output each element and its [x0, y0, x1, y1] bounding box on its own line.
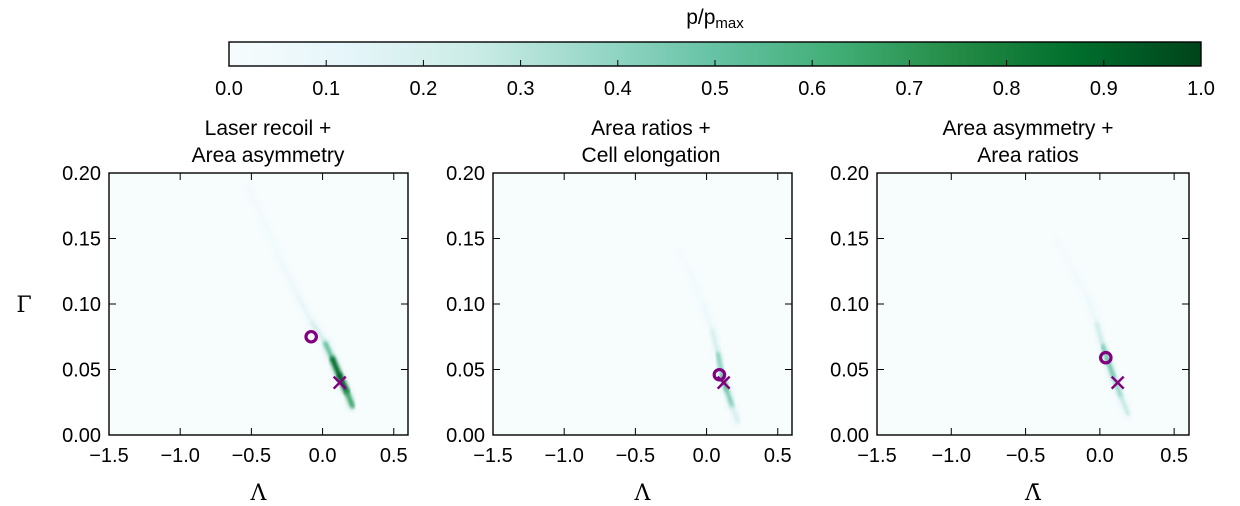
x-tick-label: 0.0	[693, 445, 721, 467]
density-ridge-segment	[1095, 322, 1105, 348]
y-tick-label: 0.05	[446, 360, 485, 382]
colorbar-label: p/pmax	[686, 6, 744, 32]
density-ridge-segment	[311, 322, 327, 345]
density-ridge-segment	[247, 185, 267, 227]
colorbar-tick-label: 0.0	[215, 78, 243, 100]
y-tick-label: 0.15	[62, 229, 101, 251]
colorbar-tick-label: 0.5	[701, 78, 729, 100]
colorbar-tick-label: 0.2	[409, 78, 437, 100]
x-tick-label: 0.0	[1086, 445, 1114, 467]
y-tick-label: 0.00	[62, 425, 101, 447]
density-ridge-segment	[344, 389, 355, 409]
colorbar-ticks: 0.0 0.1 0.2 0.3 0.4 0.5 0.6 0.7 0.8 0.9 1.0	[215, 60, 1215, 100]
panel-title-line: Cell elongation	[582, 144, 721, 167]
estimate-circle-marker	[1099, 350, 1113, 365]
y-tick-label: 0.20	[830, 163, 869, 185]
x-axis-label: Λ	[634, 481, 652, 506]
colorbar-tick-label: 0.3	[507, 78, 535, 100]
colorbar-tick-label: 1.0	[1187, 78, 1215, 100]
y-tick-label: 0.00	[830, 425, 869, 447]
x-tick-label: −0.5	[1006, 445, 1045, 467]
y-tick-label: 0.10	[830, 294, 869, 316]
density-map	[674, 248, 742, 426]
density-ridge-segment	[677, 250, 694, 279]
density-ridge-segment	[1086, 296, 1098, 325]
density-ridge-segment	[724, 387, 735, 408]
x-tick-label: −1.0	[544, 445, 583, 467]
y-axis-label: Γ	[16, 293, 31, 318]
density-ridge-segment	[336, 373, 350, 395]
colorbar-tick-label: 0.8	[993, 78, 1021, 100]
density-ridge-segment	[1072, 270, 1089, 299]
colorbar: p/pmax 0.0 0.1 0.2 0.3 0.4 0.5 0.6 0.7 0.8 0.9 1.0	[215, 6, 1215, 100]
panel-title-line: Area ratios +	[591, 117, 711, 140]
y-tick-label: 0.15	[446, 229, 485, 251]
density-ridge-segment	[730, 404, 740, 424]
density-ridge-segment	[710, 328, 720, 356]
x-tick-label: 0.5	[380, 445, 408, 467]
colorbar-tick-label: 0.7	[895, 78, 923, 100]
density-ridge-segment	[716, 352, 724, 378]
x-tick-label: −0.5	[232, 445, 271, 467]
x-tick-label: −1.0	[160, 445, 199, 467]
plot-area	[493, 173, 792, 435]
x-tick-label: −1.5	[473, 445, 512, 467]
colorbar-tick-label: 0.1	[312, 78, 340, 100]
true-value-cross-marker	[716, 375, 731, 390]
density-ridge-segment	[281, 263, 300, 299]
plot-area	[877, 173, 1189, 435]
colorbar-tick-label: 0.9	[1090, 78, 1118, 100]
y-tick-label: 0.05	[830, 360, 869, 382]
x-tick-label: −0.5	[616, 445, 655, 467]
true-value-cross-marker	[332, 375, 347, 390]
x-tick-label: −1.5	[89, 445, 128, 467]
density-ridge-segment	[1119, 394, 1130, 416]
x-tick-label: 0.5	[764, 445, 792, 467]
estimate-circle-marker	[304, 329, 318, 344]
x-tick-label: −1.5	[857, 445, 896, 467]
x-axis-label: Λ̄	[1024, 481, 1042, 506]
y-tick-label: 0.00	[446, 425, 485, 447]
y-tick-label: 0.20	[446, 163, 485, 185]
density-ridge-segment	[702, 302, 714, 332]
density-map	[245, 182, 356, 410]
panel-area-asymmetry-area-ratios: Area asymmetry + Area ratios −1.5 −1.0 −0.5 0…	[830, 117, 1190, 506]
density-ridge-segment	[323, 341, 335, 362]
density-ridge-segment	[329, 356, 343, 379]
panel-title-line: Area ratios	[977, 144, 1079, 167]
density-ridge-segment	[297, 296, 314, 325]
y-tick-label: 0.10	[446, 294, 485, 316]
y-tick-label: 0.05	[62, 360, 101, 382]
density-ridge-segment	[1054, 237, 1074, 273]
colorbar-tick-label: 0.4	[604, 78, 632, 100]
x-tick-label: 0.5	[1160, 445, 1188, 467]
panel-area-ratios-cell-elongation: Area ratios + Cell elongation −1.5 −1.0 −0.5…	[446, 117, 793, 506]
density-ridge-segment	[264, 224, 284, 266]
x-tick-label: −1.0	[932, 445, 971, 467]
panel-title-line: Area asymmetry	[192, 144, 345, 167]
density-ridge-segment	[691, 276, 705, 305]
y-tick-label: 0.20	[62, 163, 101, 185]
y-tick-label: 0.15	[830, 229, 869, 251]
x-axis-label: Λ	[250, 481, 268, 506]
x-tick-label: 0.0	[309, 445, 337, 467]
true-value-cross-marker	[1110, 375, 1125, 390]
panel-title-line: Area asymmetry +	[943, 117, 1114, 140]
panel-laser-recoil-area-asymmetry: Laser recoil + Area asymmetry −1.5 −1.0 −0.5…	[16, 117, 409, 506]
y-tick-label: 0.10	[62, 294, 101, 316]
panel-title-line: Laser recoil +	[205, 117, 332, 140]
colorbar-tick-label: 0.6	[798, 78, 826, 100]
